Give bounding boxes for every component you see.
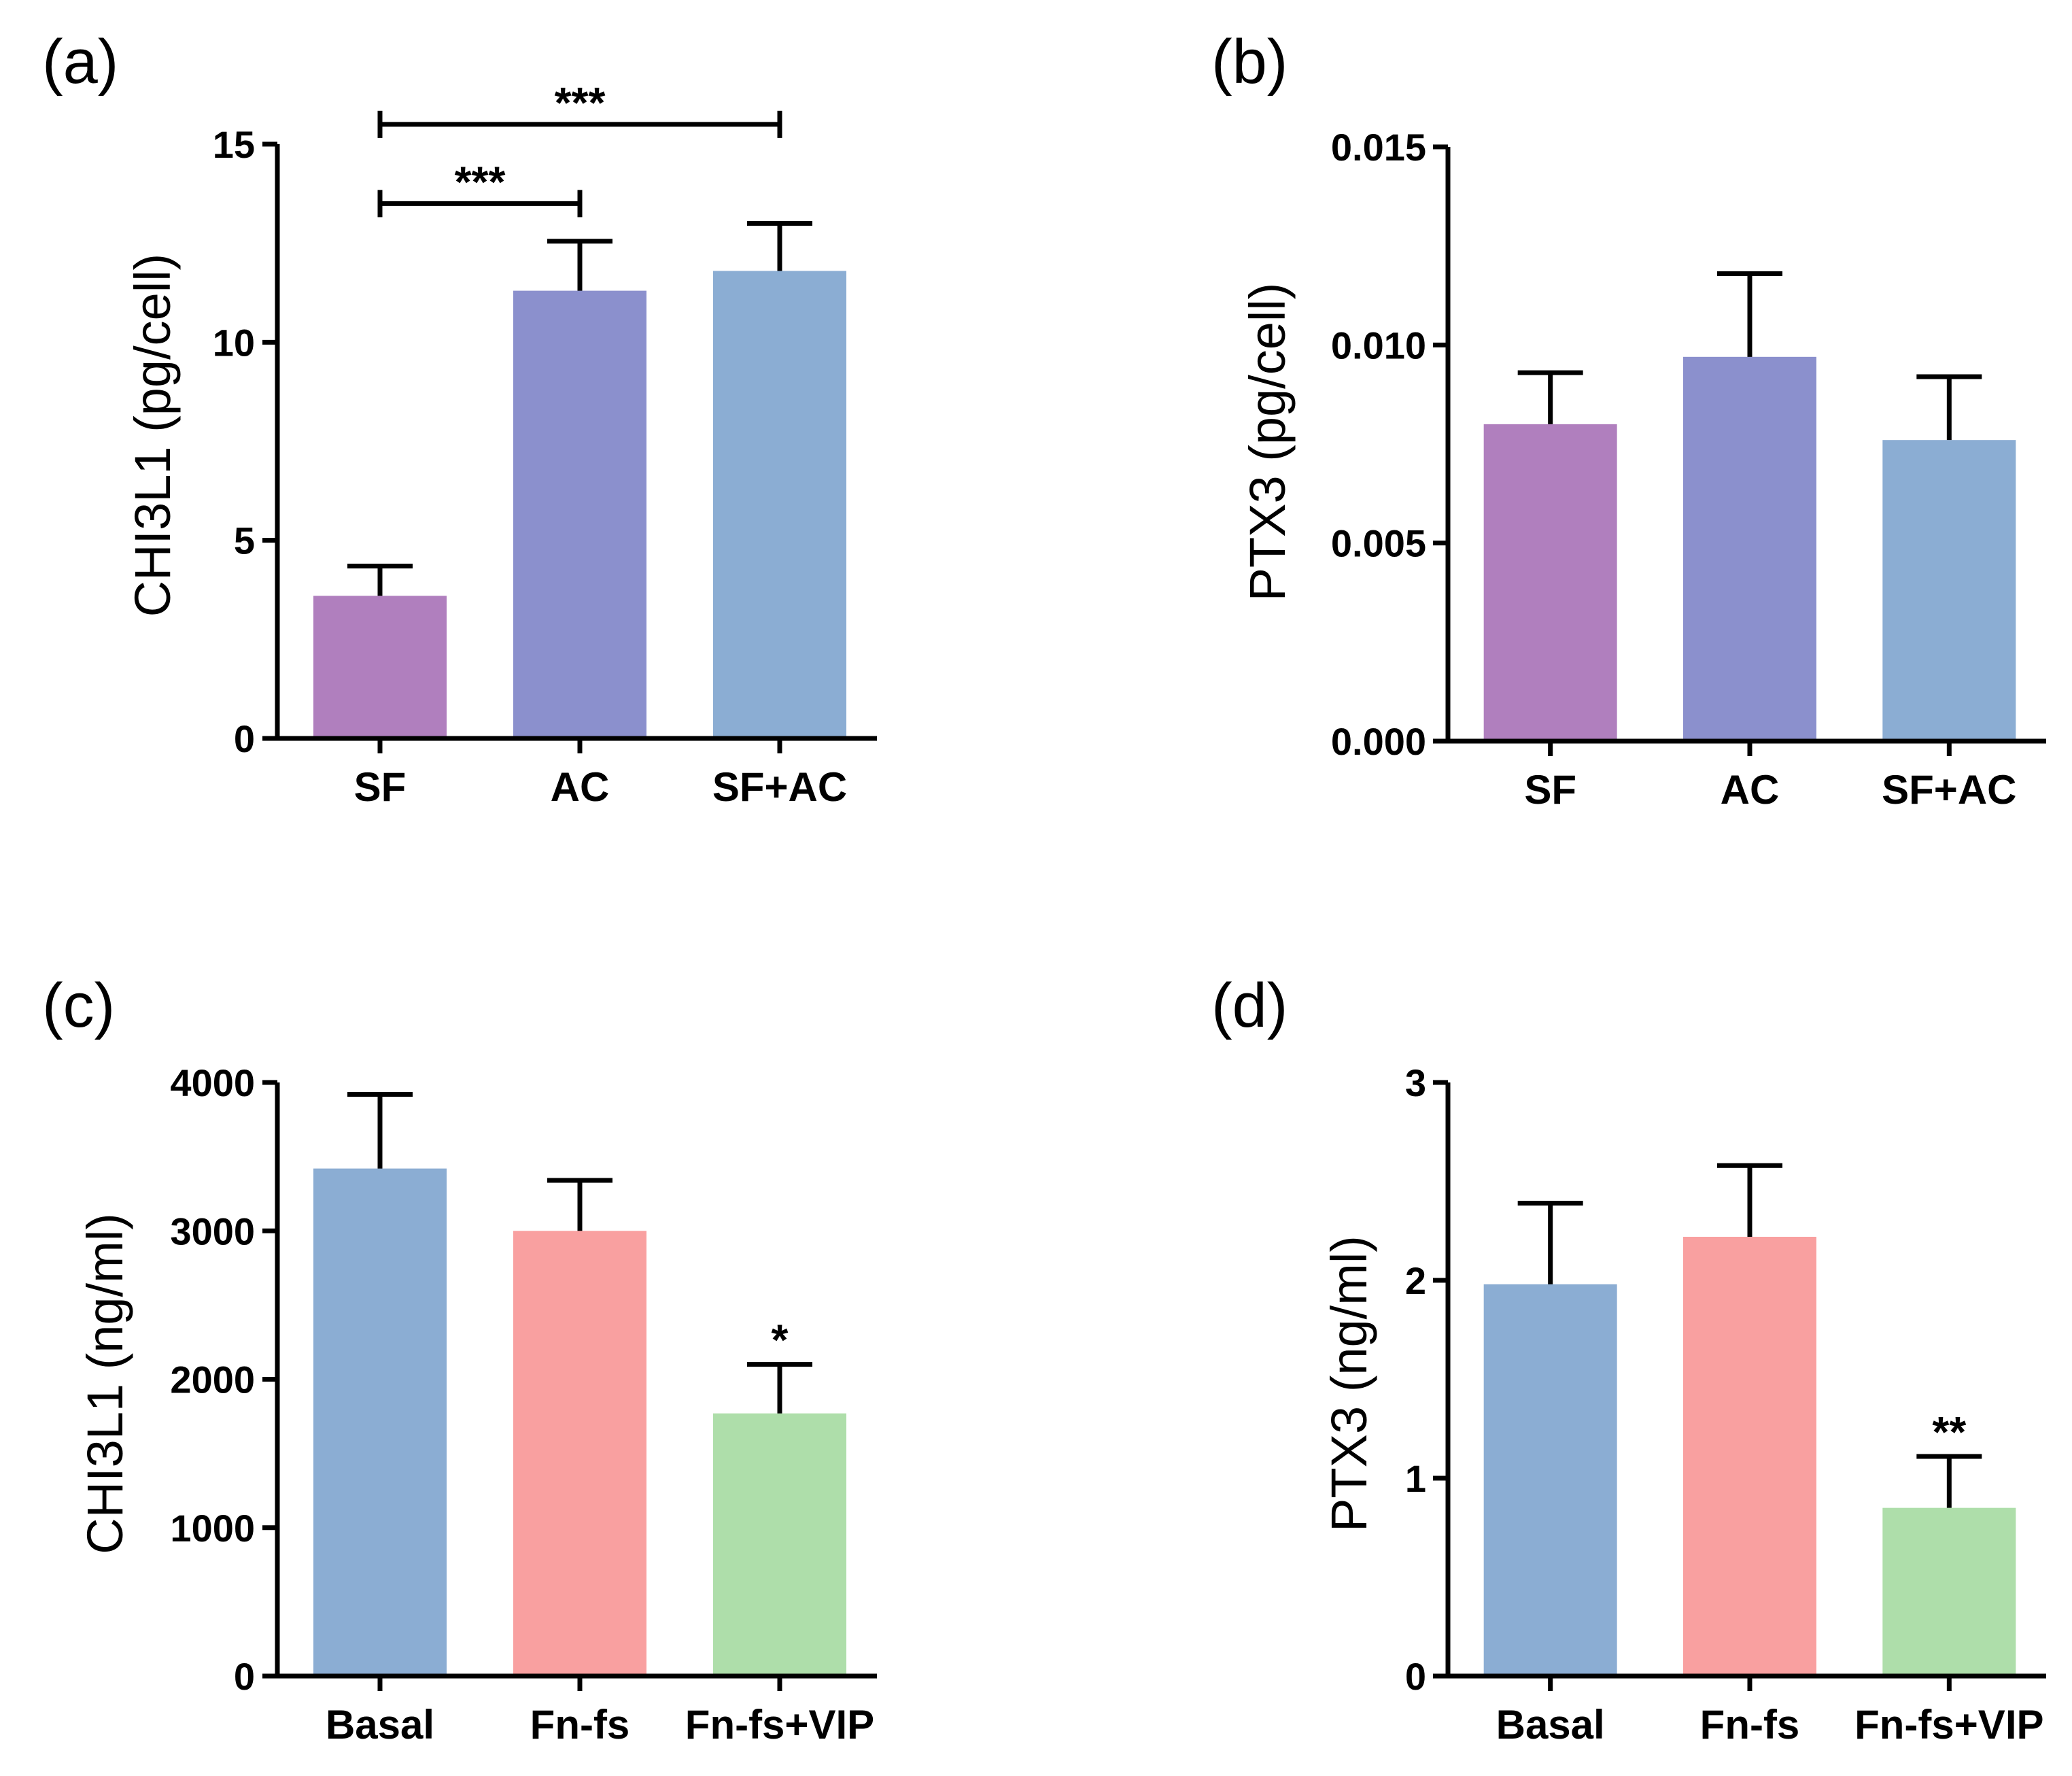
y-axis-title: CHI3L1 (pg/cell) [124,254,181,617]
y-tick-label: 0.015 [1331,126,1426,169]
significance-label: *** [455,157,506,206]
x-tick-label: Basal [1496,1702,1605,1747]
y-tick-label: 0 [234,1655,255,1698]
plot-area: 0 1 2 3 Basal Fn-fs Fn-fs+VIP ** [1405,1061,2046,1747]
y-tick-label: 10 [213,321,255,364]
y-tick-label: 2 [1405,1259,1426,1302]
y-tick-label: 5 [234,519,255,562]
bar-ac [1683,356,1816,741]
y-tick-label: 4000 [170,1061,255,1104]
plot-area: 0 5 10 15 SF AC SF+AC *** *** [213,78,877,810]
bar-fn-fs-vip [713,1413,846,1676]
panel-c: (c) CHI3L1 (ng/ml) 0 1000 2000 3000 4000 Basa… [42,971,877,1747]
x-tick-label: Fn-fs+VIP [1854,1702,2043,1747]
y-tick-label: 0.005 [1331,522,1426,565]
bar-fn-fs [1683,1236,1816,1676]
x-tick-label: AC [1721,767,1780,813]
significance-label: ** [1932,1407,1966,1456]
panel-label: (d) [1211,971,1288,1040]
bar-sf [1483,424,1617,741]
x-tick-label: SF+AC [1882,767,2016,813]
bar-ac [513,290,646,738]
y-tick-label: 3 [1405,1061,1426,1104]
y-axis-title: PTX3 (pg/cell) [1239,283,1296,602]
panel-label: (a) [42,27,118,97]
y-axis-title: PTX3 (ng/ml) [1321,1235,1377,1532]
bar-sf-ac [713,271,846,738]
y-tick-label: 2000 [170,1359,255,1401]
x-tick-label: AC [551,764,610,810]
x-tick-label: Fn-fs [530,1702,630,1747]
y-tick-label: 0 [234,717,255,760]
x-tick-label: Fn-fs+VIP [685,1702,874,1747]
significance-label: * [772,1316,789,1365]
x-tick-label: SF [354,764,407,810]
bar-fn-fs [513,1231,646,1676]
panel-label: (c) [42,971,115,1040]
y-tick-label: 0.000 [1331,720,1426,763]
y-tick-label: 0 [1405,1655,1426,1698]
x-tick-label: Fn-fs [1700,1702,1800,1747]
bar-basal [1483,1284,1617,1676]
significance-label: *** [555,78,606,127]
bar-basal [313,1168,447,1676]
y-tick-label: 1000 [170,1507,255,1550]
panel-label: (b) [1211,27,1288,97]
bar-sf-ac [1882,440,2016,741]
bar-fn-fs-vip [1882,1507,2016,1676]
plot-area: 0 1000 2000 3000 4000 Basal Fn-fs Fn-fs+VIP * [170,1061,877,1747]
y-tick-label: 0.010 [1331,324,1426,366]
panel-d: (d) PTX3 (ng/ml) 0 1 2 3 Basal Fn-fs Fn-fs+VIP… [1211,971,2046,1747]
bar-sf [313,596,447,738]
y-tick-label: 15 [213,123,255,166]
y-tick-label: 3000 [170,1210,255,1252]
panel-a: (a) CHI3L1 (pg/cell) 0 5 10 15 SF AC SF+AC *** *… [42,27,877,810]
plot-area: 0.000 0.005 0.010 0.015 SF AC SF+AC [1331,126,2046,813]
y-tick-label: 1 [1405,1457,1426,1500]
x-tick-label: SF+AC [712,764,847,810]
panel-b: (b) PTX3 (pg/cell) 0.000 0.005 0.010 0.015 S… [1211,27,2046,813]
y-axis-title: CHI3L1 (ng/ml) [77,1213,133,1554]
x-tick-label: Basal [326,1702,434,1747]
x-tick-label: SF [1524,767,1576,813]
